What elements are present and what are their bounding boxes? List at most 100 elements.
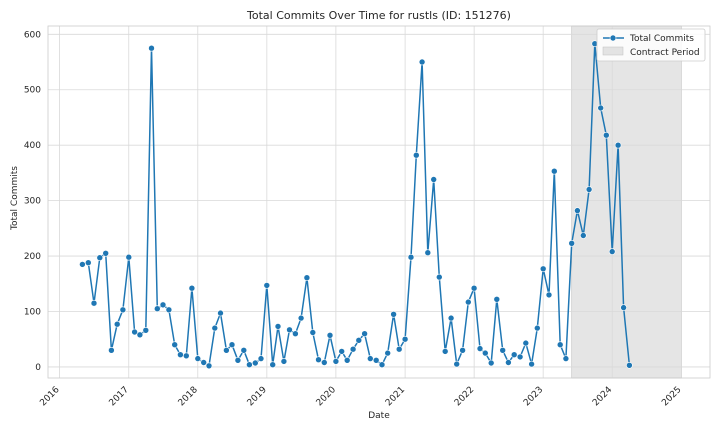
data-point xyxy=(361,330,368,338)
y-tick-label: 600 xyxy=(24,30,41,40)
data-point xyxy=(626,361,633,369)
data-point xyxy=(102,250,109,257)
data-point xyxy=(597,104,605,112)
y-tick-label: 400 xyxy=(24,141,41,151)
data-point xyxy=(608,248,616,255)
data-point xyxy=(90,299,98,307)
data-point xyxy=(154,305,161,313)
data-point xyxy=(372,356,380,364)
series-total-commits xyxy=(79,40,633,370)
contract-period-band xyxy=(571,25,682,379)
data-point xyxy=(96,254,104,262)
data-point xyxy=(113,320,121,328)
data-point xyxy=(292,330,299,338)
data-point xyxy=(366,355,374,362)
data-point xyxy=(505,359,512,366)
data-point xyxy=(309,329,317,336)
x-tick-label: 2017 xyxy=(108,385,131,408)
data-point xyxy=(257,355,265,362)
data-point xyxy=(539,265,547,273)
plot-frame xyxy=(47,25,711,379)
data-point xyxy=(252,359,259,367)
data-point xyxy=(493,295,501,303)
x-tick-label: 2020 xyxy=(315,385,338,408)
data-point xyxy=(131,328,138,336)
data-point xyxy=(269,361,277,369)
data-point xyxy=(528,360,535,368)
data-point xyxy=(332,358,340,365)
data-point xyxy=(183,352,190,360)
data-point xyxy=(355,336,363,344)
x-tick-label: 2018 xyxy=(177,385,200,408)
legend-label-contract-period: Contract Period xyxy=(630,48,700,58)
data-point xyxy=(338,348,346,355)
data-point xyxy=(401,335,409,343)
data-point xyxy=(390,310,397,318)
data-point xyxy=(303,274,311,282)
legend-shade-swatch xyxy=(602,46,624,56)
data-point xyxy=(453,360,461,368)
data-point xyxy=(234,356,242,364)
data-point xyxy=(205,362,213,370)
data-point xyxy=(614,141,622,149)
data-point xyxy=(562,355,570,362)
grid-lines xyxy=(48,26,710,378)
data-point xyxy=(435,273,443,281)
data-point xyxy=(574,207,581,214)
data-point xyxy=(217,309,224,317)
y-tick-label: 500 xyxy=(24,86,41,96)
x-tick-label: 2024 xyxy=(591,385,614,408)
data-point xyxy=(194,355,202,362)
data-point xyxy=(533,324,541,332)
data-point xyxy=(516,353,524,361)
data-point xyxy=(412,151,420,159)
data-point xyxy=(177,351,184,359)
data-point xyxy=(459,346,466,354)
data-point xyxy=(447,314,455,322)
data-point xyxy=(188,284,196,292)
data-point xyxy=(320,359,328,366)
data-point xyxy=(108,346,115,354)
y-tick-label: 0 xyxy=(35,363,41,373)
data-point xyxy=(159,301,167,309)
data-point xyxy=(602,131,610,139)
data-point xyxy=(395,345,403,353)
data-point xyxy=(326,331,334,339)
chart-title: Total Commits Over Time for rustls (ID: … xyxy=(246,9,511,22)
x-tick-label: 2019 xyxy=(246,385,269,408)
data-point xyxy=(499,346,507,354)
data-point xyxy=(136,331,144,339)
data-point xyxy=(441,348,449,355)
data-point xyxy=(550,167,558,175)
data-point xyxy=(246,361,253,369)
data-point xyxy=(200,359,207,366)
x-tick-label: 2016 xyxy=(38,385,61,408)
data-point xyxy=(476,345,484,352)
data-point xyxy=(510,351,518,359)
data-point xyxy=(79,261,86,268)
data-point xyxy=(286,326,293,334)
contract-period-region xyxy=(571,25,682,379)
y-tick-label: 100 xyxy=(24,307,41,317)
x-axis-label: Date xyxy=(368,411,390,421)
legend-marker-swatch xyxy=(609,34,617,42)
y-tick-label: 200 xyxy=(24,252,41,262)
data-point xyxy=(556,341,564,349)
data-point xyxy=(378,361,386,369)
y-tick-label: 300 xyxy=(24,197,41,207)
data-point xyxy=(481,349,489,357)
data-point xyxy=(148,44,155,52)
data-point xyxy=(418,58,426,66)
data-point xyxy=(165,306,173,314)
data-point xyxy=(315,356,322,364)
data-point xyxy=(119,306,127,314)
data-point xyxy=(85,259,92,267)
data-point xyxy=(142,326,150,334)
x-tick-label: 2021 xyxy=(384,385,407,408)
data-point xyxy=(384,349,392,357)
data-point xyxy=(407,253,415,261)
legend: Total Commits Contract Period xyxy=(596,28,706,62)
legend-box xyxy=(596,28,706,62)
data-point xyxy=(470,284,478,292)
